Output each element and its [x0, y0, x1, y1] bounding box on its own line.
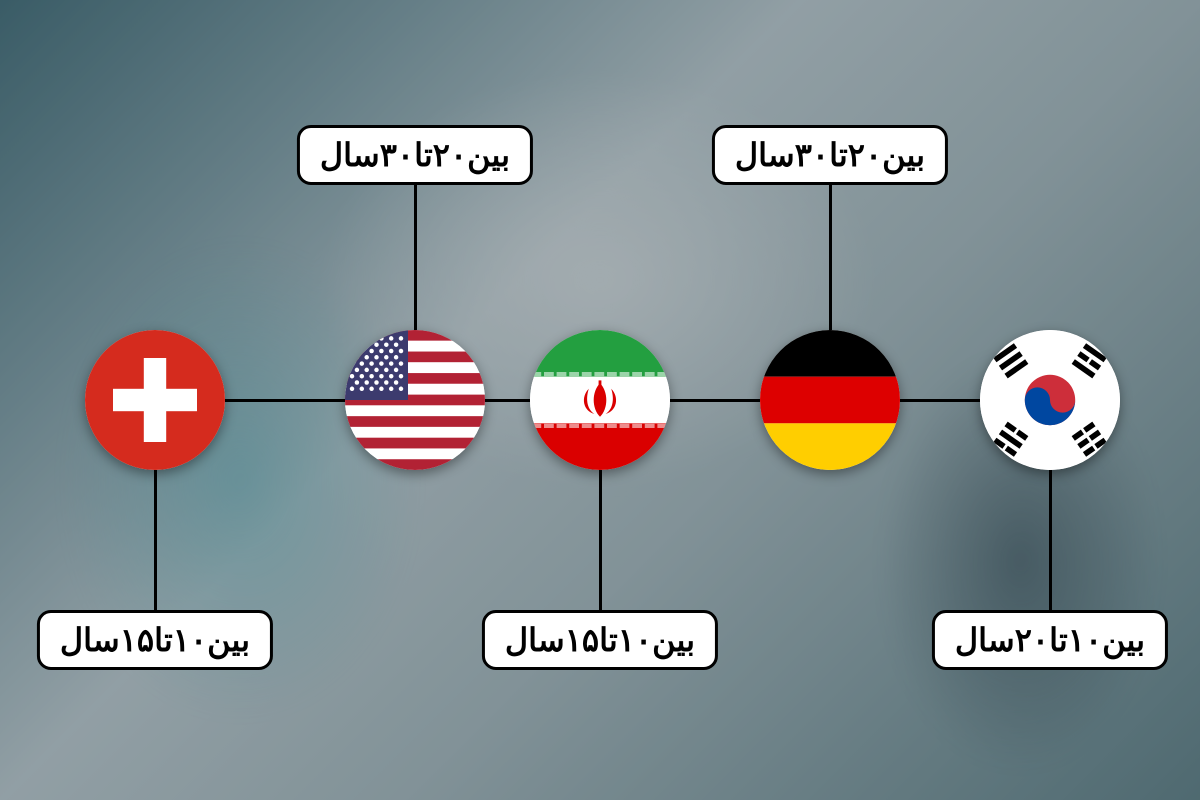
flag-germany-icon	[760, 330, 900, 470]
infographic-stage: بین۱۰تا۱۵سال بین۲۰تا۳۰سال بین۱۰تا۱۵سال بین…	[0, 0, 1200, 800]
flag-south-korea-icon	[980, 330, 1120, 470]
label-ch: بین۱۰تا۱۵سال	[37, 610, 273, 670]
flag-iran-icon	[530, 330, 670, 470]
flag-switzerland-icon	[85, 330, 225, 470]
label-kr: بین۱۰تا۲۰سال	[932, 610, 1168, 670]
label-us: بین۲۰تا۳۰سال	[297, 125, 533, 185]
flag-usa-icon	[345, 330, 485, 470]
label-de: بین۲۰تا۳۰سال	[712, 125, 948, 185]
label-ir: بین۱۰تا۱۵سال	[482, 610, 718, 670]
